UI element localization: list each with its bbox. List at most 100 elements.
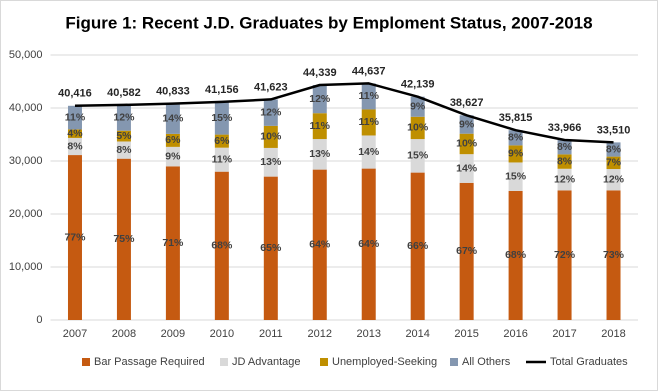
bar-segment xyxy=(312,169,327,320)
bar-segment xyxy=(165,103,180,134)
bar-segment xyxy=(116,104,131,131)
bar-segment xyxy=(67,105,82,130)
data-label: 12% xyxy=(554,173,576,185)
x-tick-label: 2016 xyxy=(503,328,527,340)
data-label: 64% xyxy=(309,239,331,251)
bar-segment xyxy=(606,142,621,157)
data-label: 12% xyxy=(603,173,625,185)
total-label: 40,582 xyxy=(107,87,141,99)
x-tick-label: 2014 xyxy=(405,328,429,340)
bar-segment xyxy=(508,190,523,320)
bar-segment xyxy=(557,168,572,191)
data-label: 9% xyxy=(508,148,524,160)
bar-segment xyxy=(410,172,425,320)
x-tick-label: 2009 xyxy=(161,328,185,340)
total-label: 33,966 xyxy=(548,122,582,134)
bar-segment xyxy=(67,137,82,156)
bar-segment xyxy=(508,145,523,163)
data-label: 68% xyxy=(211,240,233,252)
data-label: 6% xyxy=(165,134,181,146)
legend-label: JD Advantage xyxy=(232,356,301,368)
data-label: 66% xyxy=(407,240,429,252)
data-label: 5% xyxy=(116,130,132,142)
data-label: 10% xyxy=(407,122,429,134)
total-label: 33,510 xyxy=(597,124,631,136)
data-label: 11% xyxy=(359,116,380,128)
legend-swatch xyxy=(450,358,458,366)
total-label: 38,627 xyxy=(450,97,484,109)
data-label: 8% xyxy=(116,144,132,156)
bar-segment xyxy=(459,182,474,320)
data-label: 9% xyxy=(165,150,181,162)
data-label: 12% xyxy=(260,106,282,118)
total-line xyxy=(74,82,614,144)
bar-segment xyxy=(361,109,376,136)
total-label: 41,156 xyxy=(205,84,239,96)
total-label: 35,815 xyxy=(499,112,533,124)
data-label: 68% xyxy=(505,249,527,261)
data-label: 12% xyxy=(113,112,135,124)
x-tick-label: 2010 xyxy=(210,328,234,340)
x-tick-label: 2017 xyxy=(552,328,576,340)
bar-segment xyxy=(361,168,376,320)
bar-segment xyxy=(165,166,180,320)
bar-segment xyxy=(214,101,229,135)
bar-segment xyxy=(165,133,180,147)
y-tick-label: 40,000 xyxy=(9,102,43,114)
x-tick-label: 2007 xyxy=(63,328,87,340)
data-label: 15% xyxy=(407,150,429,162)
data-label: 14% xyxy=(162,113,184,125)
data-label: 14% xyxy=(358,146,380,158)
data-label: 13% xyxy=(309,148,331,160)
data-label: 8% xyxy=(557,155,573,167)
bar-segment xyxy=(116,130,131,142)
bar-segment xyxy=(214,134,229,148)
total-label: 42,139 xyxy=(401,79,435,91)
bar-segment xyxy=(508,130,523,146)
data-label: 10% xyxy=(260,131,282,143)
bar-segment xyxy=(361,83,376,110)
data-label: 72% xyxy=(554,249,576,261)
bar-segment xyxy=(263,99,278,126)
x-tick-label: 2015 xyxy=(454,328,478,340)
data-label: 73% xyxy=(603,249,625,261)
total-label: 44,637 xyxy=(352,65,386,77)
x-tick-label: 2013 xyxy=(356,328,380,340)
x-tick-label: 2012 xyxy=(308,328,332,340)
data-label: 75% xyxy=(113,233,135,245)
legend-swatch xyxy=(320,358,328,366)
bar-segment xyxy=(410,139,425,173)
bar-segment xyxy=(116,141,131,159)
bar-segment xyxy=(410,96,425,117)
data-label: 13% xyxy=(260,156,282,168)
bar-segment xyxy=(459,133,474,155)
bar-segment xyxy=(606,169,621,191)
data-label: 8% xyxy=(508,132,524,144)
chart-title: Figure 1: Recent J.D. Graduates by Emplo… xyxy=(65,13,592,32)
data-label: 4% xyxy=(67,127,83,139)
data-label: 14% xyxy=(456,162,478,174)
data-label: 15% xyxy=(505,170,527,182)
bar-segment xyxy=(557,190,572,320)
bar-segment xyxy=(67,129,82,138)
data-label: 12% xyxy=(309,93,331,105)
data-label: 67% xyxy=(456,245,478,257)
data-label: 65% xyxy=(260,242,282,254)
bar-segment xyxy=(459,154,474,183)
bar-segment xyxy=(557,154,572,169)
bar-segment xyxy=(263,176,278,320)
data-label: 8% xyxy=(557,141,573,153)
x-tick-label: 2011 xyxy=(259,328,283,340)
bar-segment xyxy=(214,171,229,320)
bar-segment xyxy=(214,147,229,172)
x-tick-label: 2018 xyxy=(601,328,625,340)
legend-swatch xyxy=(220,358,228,366)
y-tick-label: 0 xyxy=(36,314,42,326)
legend-label: Unemployed-Seeking xyxy=(332,356,437,368)
data-label: 10% xyxy=(456,138,478,150)
x-tick-label: 2008 xyxy=(112,328,136,340)
bar-segment xyxy=(263,125,278,148)
data-label: 8% xyxy=(606,143,622,155)
